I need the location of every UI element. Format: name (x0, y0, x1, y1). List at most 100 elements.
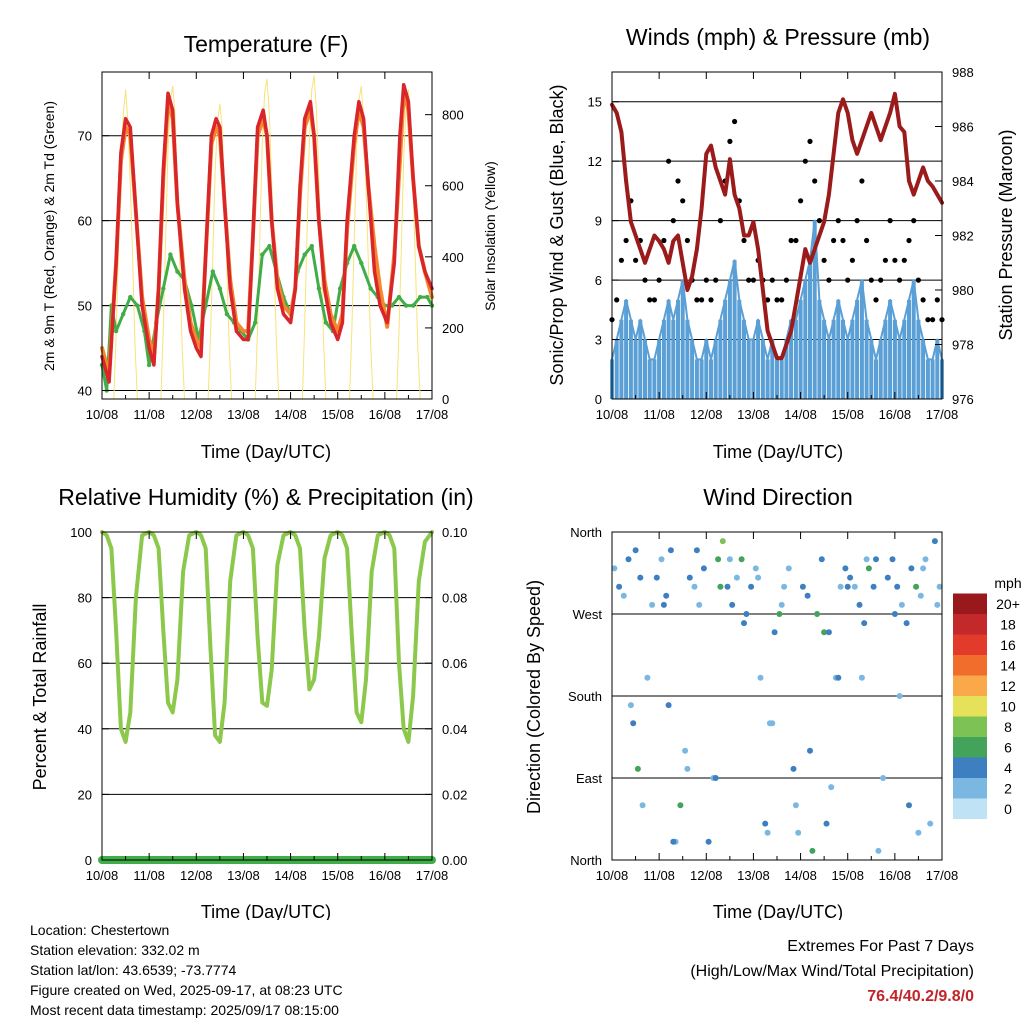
gust-point (788, 237, 794, 244)
colorbar-swatch (953, 696, 987, 717)
direction-y-tick-label: North (570, 853, 602, 868)
colorbar-swatch (953, 798, 987, 819)
gust-point (845, 277, 851, 283)
humidity-y-tick-label: 100 (70, 525, 92, 540)
wind-direction-point (792, 802, 799, 809)
gust-point (656, 277, 662, 283)
gust-point (623, 237, 629, 244)
gust-point (793, 237, 799, 244)
humidity-x-axis-label: Time (Day/UTC) (201, 902, 331, 920)
wind-direction-point (627, 702, 634, 709)
station-latlon: Station lat/lon: 43.6539; -73.7774 (30, 962, 237, 978)
winds-y-tick-label: 12 (588, 154, 602, 169)
wind-direction-point (821, 629, 828, 636)
humidity-y2-tick-label: 0.06 (442, 656, 467, 671)
wind-direction-point (927, 820, 934, 827)
direction-x-tick-label: 12/08 (690, 868, 723, 883)
winds-y-tick-label: 0 (595, 392, 602, 407)
dewpoint-point (359, 260, 364, 266)
wind-direction-point (691, 583, 698, 590)
wind-direction-point (842, 565, 849, 572)
winds-x-tick-label: 10/08 (596, 407, 629, 422)
gust-point (807, 138, 813, 144)
wind-direction-point (828, 784, 835, 791)
temperature-x-tick-label: 11/08 (133, 407, 165, 422)
direction-y-tick-label: South (568, 689, 602, 704)
direction-y-tick-label: East (576, 771, 602, 786)
wind-direction-point (620, 592, 627, 599)
wind-direction-point (667, 547, 674, 554)
winds-x-tick-label: 15/08 (831, 407, 864, 422)
gust-point (882, 257, 889, 263)
winds-y-tick-label: 6 (595, 273, 602, 288)
gust-point (769, 277, 775, 283)
colorbar-swatch (953, 757, 987, 778)
temperature-y2-tick-label: 600 (442, 179, 464, 194)
temperature-x-tick-label: 17/08 (416, 407, 449, 422)
wind-direction-point (634, 765, 641, 772)
dewpoint-point (352, 243, 357, 249)
wind-direction-point (903, 620, 910, 627)
gust-point (750, 277, 757, 283)
wind-direction-point (660, 601, 667, 608)
wind-direction-point (771, 629, 778, 636)
wind-direction-point (896, 693, 903, 699)
gust-point (614, 297, 620, 303)
colorbar-swatch (953, 778, 987, 799)
humidity-y2-tick-label: 0.02 (442, 787, 467, 802)
temperature-x-tick-label: 16/08 (369, 407, 402, 422)
wind-direction-point (762, 820, 769, 827)
direction-x-tick-label: 15/08 (831, 868, 864, 883)
gust-point (694, 297, 700, 303)
dewpoint-point (403, 303, 409, 308)
colorbar-label: 12 (1000, 678, 1016, 694)
temperature-right-axis-label: Solar Insolation (Yellow) (482, 161, 498, 311)
colorbar-label: 2 (1004, 780, 1012, 796)
recent-data-timestamp: Most recent data timestamp: 2025/09/17 0… (30, 1002, 339, 1018)
gust-point (713, 277, 719, 283)
colorbar-swatch (953, 593, 987, 614)
colorbar-label: 10 (1000, 698, 1016, 714)
wind-direction-point (611, 565, 618, 572)
gust-point (647, 297, 653, 303)
temperature-y-tick-label: 60 (78, 214, 92, 229)
gust-point (774, 297, 780, 303)
humidity-panel: Relative Humidity (%) & Precipitation (i… (30, 484, 474, 920)
colorbar-title: mph (994, 575, 1021, 591)
wind-direction-point (809, 847, 816, 854)
winds-x-tick-label: 17/08 (926, 407, 959, 422)
wind-direction-point (870, 583, 877, 590)
wind-direction-point (748, 583, 755, 590)
wind-direction-point (733, 574, 740, 581)
wind-direction-point (894, 583, 901, 590)
direction-left-axis-label: Direction (Colored By Speed) (524, 580, 544, 814)
wind-direction-point (726, 556, 733, 563)
gust-point (746, 277, 752, 283)
dewpoint-point (337, 286, 343, 291)
wind-direction-point (743, 611, 750, 617)
temperature-y2-tick-label: 200 (442, 321, 464, 336)
wind-direction-point (931, 538, 938, 545)
gust-point (821, 257, 827, 263)
wind-direction-point (724, 583, 731, 590)
wind-direction-point (790, 765, 797, 772)
gust-point (703, 277, 709, 283)
direction-panel: Wind Direction Direction (Colored By Spe… (524, 484, 1022, 920)
temperature-x-axis-label: Time (Day/UTC) (201, 442, 331, 462)
direction-x-tick-label: 14/08 (784, 868, 817, 883)
wind-direction-point (856, 601, 863, 608)
wind-direction-point (837, 583, 844, 590)
gust-point (779, 297, 785, 303)
humidity-x-tick-label: 15/08 (321, 868, 354, 883)
wind-direction-point (752, 565, 759, 572)
dewpoint-point (189, 303, 194, 308)
gust-point (670, 218, 676, 224)
wind-direction-point (936, 583, 943, 590)
dewpoint-point (128, 294, 133, 300)
wind-direction-point (637, 574, 644, 581)
humidity-left-axis-label: Percent & Total Rainfall (30, 604, 50, 791)
gust-point (892, 257, 898, 263)
wind-direction-point (705, 838, 712, 845)
figure-canvas: Temperature (F) 2m & 9m T (Red, Orange) … (30, 24, 1022, 920)
dewpoint-point (410, 303, 416, 308)
